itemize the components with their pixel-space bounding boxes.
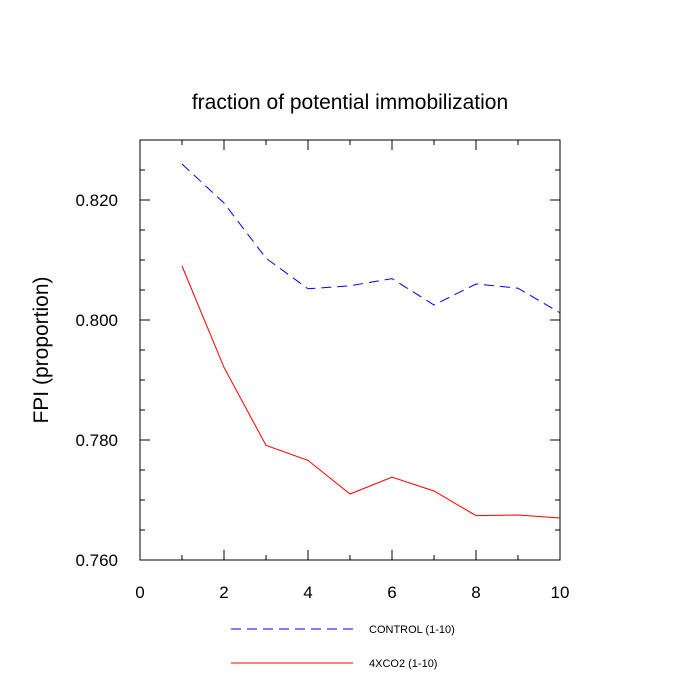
x-tick-label: 0: [135, 583, 144, 602]
x-tick-label: 2: [219, 583, 228, 602]
y-tick-label: 0.800: [75, 311, 118, 330]
x-tick-label: 10: [551, 583, 570, 602]
x-tick-label: 4: [303, 583, 312, 602]
legend-label-4xco2: 4XCO2 (1-10): [369, 658, 437, 670]
series-line-4xco2: [181, 265, 561, 519]
y-tick-label: 0.820: [75, 191, 118, 210]
legend: CONTROL (1-10) 4XCO2 (1-10): [231, 624, 455, 670]
axis-ticks: [139, 140, 561, 561]
series-lines: [181, 163, 561, 519]
y-tick-label: 0.760: [75, 551, 118, 570]
y-axis-label: FPI (proportion): [30, 276, 53, 423]
series-line-control: [181, 163, 561, 314]
axis-tick-labels: 0 2 4 6 8 10 0.760 0.780 0.800 0.820: [75, 191, 569, 602]
x-tick-label: 6: [387, 583, 396, 602]
y-tick-label: 0.780: [75, 431, 118, 450]
chart-title: fraction of potential immobilization: [192, 91, 508, 114]
x-tick-label: 8: [471, 583, 480, 602]
legend-label-control: CONTROL (1-10): [369, 624, 455, 636]
plot-frame: [139, 139, 561, 561]
